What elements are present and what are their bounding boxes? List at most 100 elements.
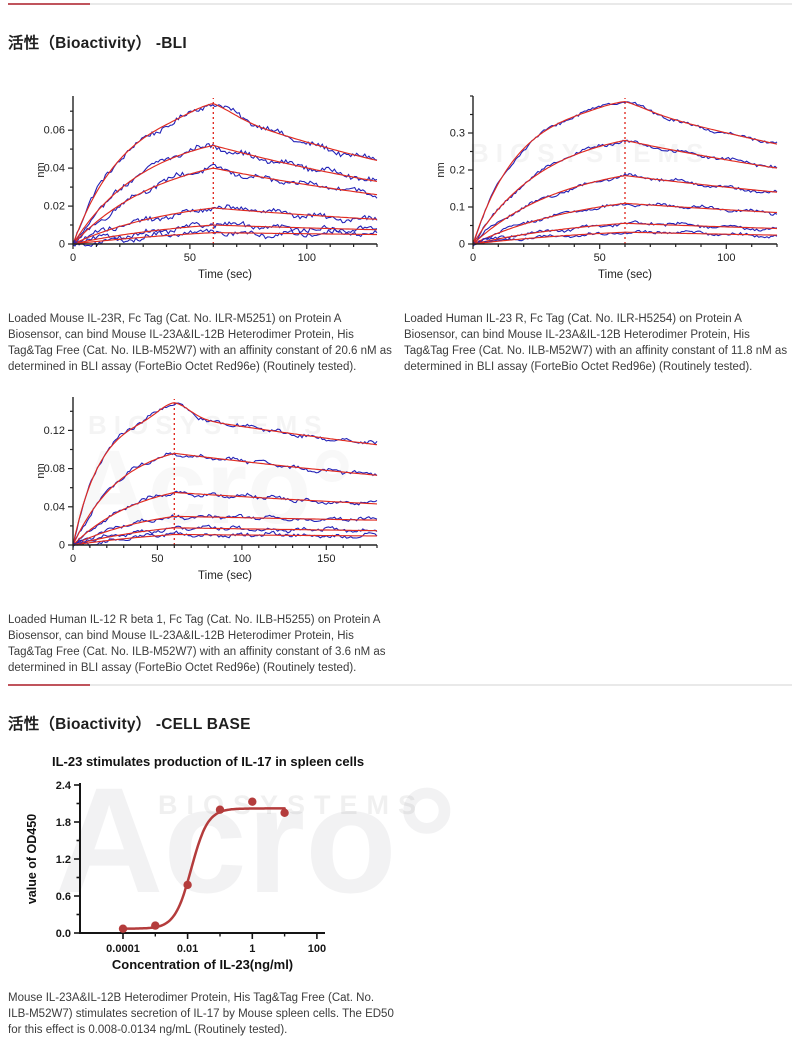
bli-figure-mouse-il23r: 0 0.02 0.04 0.06 0 50 100 nm Time (sec) Loaded M…: [8, 86, 396, 375]
bli-sensorgram-svg: 0 0.02 0.04 0.06 0 50 100 nm Time (sec): [35, 96, 378, 281]
bli-measured-trace-2: [72, 163, 378, 246]
bli-measured-trace-1: [72, 452, 378, 544]
bli-sensorgram-svg: 0 0.1 0.2 0.3 0 50 100 nm Time (sec): [435, 95, 778, 281]
bli-sensorgram-svg: 0 0.04 0.08 0.12 0 50 100 150 nm Time (sec): [35, 397, 378, 582]
dose-response-figure: IL-23 stimulates production of IL-17 in …: [8, 754, 792, 1038]
svg-text:0.02: 0.02: [44, 201, 65, 213]
bli-fit-trace-1: [72, 144, 378, 245]
svg-text:1.8: 1.8: [56, 817, 71, 829]
x-axis-label: Concentration of IL-23(ng/ml): [112, 957, 293, 972]
bli-caption-mouse-il23r: Loaded Mouse IL-23R, Fc Tag (Cat. No. IL…: [8, 313, 392, 373]
bli-fit-trace-3: [72, 207, 378, 245]
svg-text:0.6: 0.6: [56, 891, 71, 903]
bli-fit-trace-1: [472, 139, 778, 245]
svg-text:0.12: 0.12: [44, 425, 65, 437]
svg-text:150: 150: [317, 553, 335, 565]
dose-data-point-1: [151, 921, 160, 930]
bli-measured-trace-4: [72, 220, 378, 247]
bli-fit-trace-4: [472, 222, 778, 245]
bli-fit-trace-4: [72, 527, 377, 546]
svg-text:100: 100: [308, 943, 326, 955]
divider-accent: [8, 684, 90, 686]
x-axis-label: Time (sec): [198, 570, 252, 582]
bli-fit-trace-5: [472, 231, 777, 245]
svg-text:0.2: 0.2: [450, 165, 465, 177]
bli-row-2: 0 0.04 0.08 0.12 0 50 100 150 nm Time (sec) Loade…: [8, 387, 792, 676]
bli-fit-trace-0: [472, 101, 778, 245]
bli-fit-trace-5: [72, 232, 377, 245]
svg-text:0: 0: [70, 252, 76, 264]
bli-fit-trace-2: [72, 167, 378, 245]
bli-chart-human-il23r: 0 0.1 0.2 0.3 0 50 100 nm Time (sec): [433, 86, 792, 291]
bli-fit-trace-4: [72, 224, 378, 245]
y-axis-label: nm: [35, 162, 47, 177]
x-axis-label: Time (sec): [598, 269, 652, 281]
svg-text:100: 100: [233, 553, 251, 565]
svg-text:0: 0: [459, 239, 465, 251]
bli-fit-trace-3: [472, 202, 778, 245]
dose-chart-title: IL-23 stimulates production of IL-17 in …: [52, 754, 365, 769]
svg-text:1.2: 1.2: [56, 854, 71, 866]
bli-figure-human-il23r: 0 0.1 0.2 0.3 0 50 100 nm Time (sec) Loaded Huma…: [404, 86, 792, 375]
dose-data-point-5: [280, 808, 289, 817]
svg-text:0.06: 0.06: [44, 125, 65, 137]
dose-caption: Mouse IL-23A&IL-12B Heterodimer Protein,…: [8, 992, 394, 1036]
bli-fit-trace-1: [72, 452, 378, 546]
svg-text:50: 50: [151, 553, 163, 565]
svg-text:0.1: 0.1: [450, 202, 465, 214]
svg-text:0.01: 0.01: [177, 943, 198, 955]
y-axis-label: nm: [435, 162, 447, 177]
y-axis-label: value of OD450: [25, 814, 39, 904]
svg-text:50: 50: [184, 252, 196, 264]
svg-text:0.0001: 0.0001: [106, 943, 140, 955]
section-divider: [8, 684, 792, 686]
section-divider: [8, 3, 792, 5]
section-title-bli: 活性（Bioactivity） -BLI: [8, 35, 187, 52]
svg-text:0.3: 0.3: [450, 128, 465, 140]
dose-fit-curve: [121, 807, 286, 930]
bli-caption-human-il23r: Loaded Human IL-23 R, Fc Tag (Cat. No. I…: [404, 313, 788, 373]
bli-measured-trace-0: [72, 103, 378, 244]
svg-text:100: 100: [717, 252, 735, 264]
svg-text:0.04: 0.04: [44, 163, 65, 175]
axes: [79, 783, 325, 934]
dose-data-point-2: [183, 880, 192, 890]
svg-text:0.04: 0.04: [44, 501, 65, 513]
svg-text:0: 0: [59, 239, 65, 251]
dose-data-point-4: [248, 797, 257, 806]
bli-measured-trace-1: [72, 142, 378, 244]
dose-data-point-3: [215, 805, 225, 814]
x-axis-label: Time (sec): [198, 269, 252, 281]
bli-row-1: 0 0.02 0.04 0.06 0 50 100 nm Time (sec) Loaded M…: [8, 86, 792, 375]
bli-fit-trace-3: [72, 515, 378, 546]
svg-text:0: 0: [70, 553, 76, 565]
svg-text:0: 0: [59, 540, 65, 552]
svg-text:50: 50: [594, 252, 606, 264]
y-axis-label: nm: [35, 463, 47, 478]
bli-fit-trace-2: [472, 175, 778, 245]
bli-figure-human-il12rb1: 0 0.04 0.08 0.12 0 50 100 150 nm Time (sec) Loade…: [8, 387, 400, 676]
svg-text:100: 100: [298, 252, 316, 264]
bli-chart-human-il12rb1: 0 0.04 0.08 0.12 0 50 100 150 nm Time (sec): [33, 387, 400, 592]
section-title-cell-base: 活性（Bioactivity） -CELL BASE: [8, 716, 251, 733]
bli-fit-trace-0: [72, 402, 378, 546]
divider-accent: [8, 3, 90, 5]
bli-caption-human-il12rb1: Loaded Human IL-12 R beta 1, Fc Tag (Cat…: [8, 614, 386, 674]
bli-fit-trace-5: [72, 533, 377, 546]
svg-text:1: 1: [249, 943, 255, 955]
dose-response-chart: 0.0 0.6 1.2 1.8 2.4 0.0001 0.01 1 100 value of OD…: [20, 773, 792, 982]
svg-text:0.0: 0.0: [56, 928, 71, 940]
bli-fit-trace-0: [72, 103, 378, 245]
bli-chart-mouse-il23r: 0 0.02 0.04 0.06 0 50 100 nm Time (sec): [33, 86, 396, 291]
svg-text:0: 0: [470, 252, 476, 264]
dose-response-svg: 0.0 0.6 1.2 1.8 2.4 0.0001 0.01 1 100 value of OD…: [25, 780, 326, 972]
bli-fit-trace-2: [72, 491, 378, 546]
bli-measured-trace-3: [472, 202, 778, 244]
svg-text:0.08: 0.08: [44, 463, 65, 475]
dose-data-point-0: [118, 924, 128, 933]
bli-measured-trace-5: [72, 530, 378, 547]
bli-measured-trace-3: [72, 204, 378, 246]
bli-measured-trace-4: [72, 524, 378, 545]
svg-text:2.4: 2.4: [56, 780, 72, 792]
